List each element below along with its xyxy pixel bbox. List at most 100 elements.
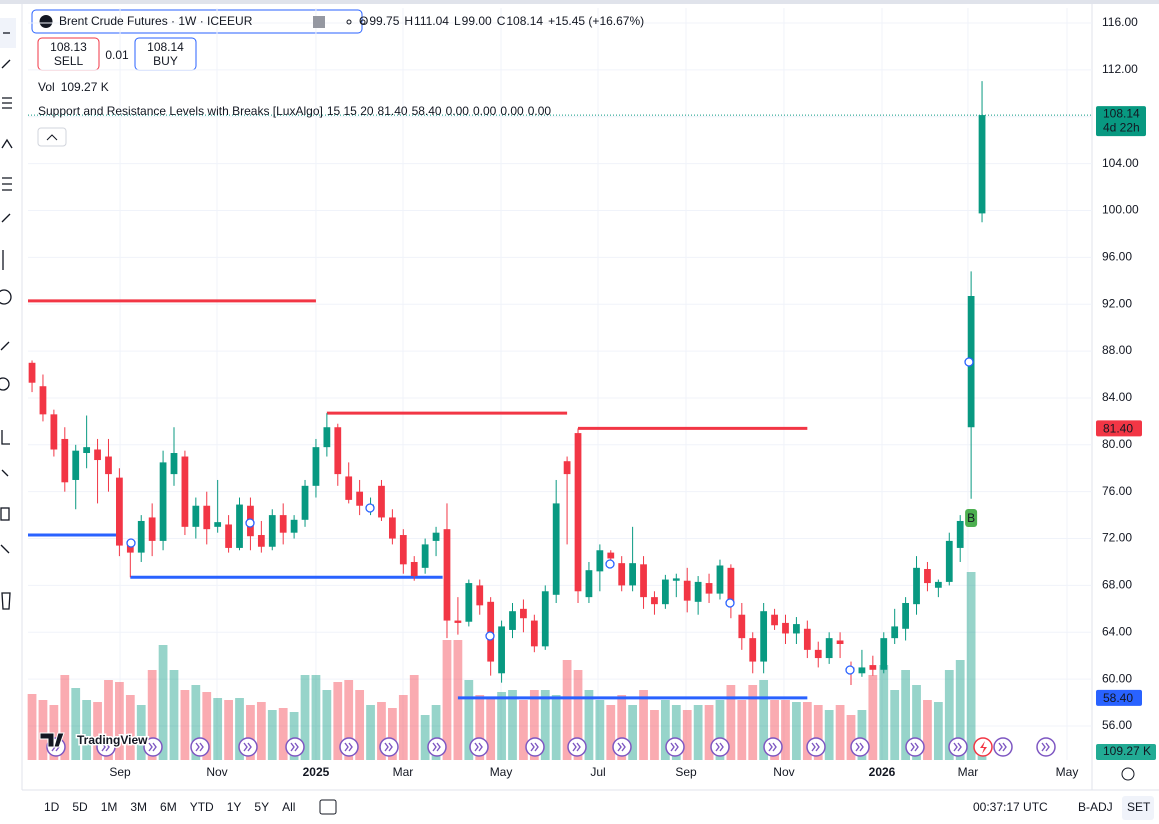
event-icon[interactable] [339,737,359,757]
event-icon[interactable] [238,737,258,757]
event-icon[interactable] [96,737,116,757]
collapse-button[interactable] [37,127,67,147]
indicator-value: 58.40 [412,104,442,118]
volume-bar [781,700,790,760]
indicator-value: 0.00 [446,104,470,118]
event-arrow [953,742,962,752]
candle-body [214,522,222,527]
event-arrow [474,742,483,752]
event-icon[interactable] [285,737,305,757]
candle-body [520,608,527,619]
tool-lock[interactable] [1,469,9,477]
event-icon[interactable] [993,737,1013,757]
x-tick-label: Nov [206,765,227,779]
volume-bar [573,670,583,760]
countdown-label: 4d 22h [1103,120,1140,134]
candle-body [268,515,276,547]
axis-settings[interactable] [1121,767,1135,781]
event-icon[interactable] [190,737,210,757]
symbol-box[interactable] [31,9,363,34]
candle-body [345,476,353,500]
candle-body [705,583,713,594]
volume-bar [453,640,463,760]
tool-magnet[interactable] [1,430,10,445]
volume-bar [617,695,627,760]
volume-bar [486,698,496,760]
event-icon[interactable] [525,737,545,757]
volume-bar [813,705,823,760]
candle-body [334,427,342,475]
tool-ruler[interactable] [0,341,10,351]
range-button[interactable]: 5D [72,800,88,814]
event-icon[interactable] [710,737,730,757]
buy-price: 108.14 [147,40,184,54]
tool-brush[interactable] [1,213,11,223]
event-icon[interactable] [469,737,489,757]
event-arrow [1041,742,1050,752]
candle-body [574,433,582,592]
range-button[interactable]: 1M [101,800,118,814]
break-marker [725,598,735,608]
event-icon[interactable] [1036,737,1056,757]
volume-bar [912,685,921,760]
range-button[interactable]: 1Y [227,800,242,814]
candle-body [236,504,243,548]
event-icon[interactable] [427,737,447,757]
range-button[interactable]: 1D [44,800,60,814]
event-icon[interactable] [948,737,968,757]
range-button[interactable]: 3M [130,800,147,814]
tool-fib[interactable] [2,97,12,109]
tool-visibility[interactable] [0,544,10,554]
range-button[interactable]: YTD [190,800,214,814]
candle-body [476,585,484,606]
event-icon[interactable] [665,737,685,757]
candle-body [672,578,680,581]
y-tick-label: 116.00 [1102,15,1138,29]
event-icon[interactable] [806,737,826,757]
clock: 00:37:17 UTC [973,800,1048,814]
event-arrow [768,742,777,752]
candle-body [694,581,702,602]
volume-bar [442,640,452,760]
settings-bg[interactable] [1122,796,1154,820]
candle-body [683,580,691,601]
y-tick-label: 112.00 [1102,62,1138,76]
event-icon[interactable] [850,737,870,757]
volume-bar [890,690,900,760]
tool-trend[interactable] [1,59,11,69]
tool-zoom[interactable] [0,377,10,391]
event-arrow [715,742,724,752]
event-icon[interactable] [905,737,925,757]
event-icon[interactable] [143,737,163,757]
candle-body [803,628,811,650]
volume-bar [60,675,70,760]
candle-body [443,529,451,621]
event-icon[interactable] [763,737,783,757]
tool-hide[interactable] [0,507,10,521]
event-icon[interactable] [379,737,399,757]
event-arrow [617,742,626,752]
volume-bar [398,695,408,760]
tool-emoji[interactable] [0,289,12,305]
event-icon[interactable] [567,737,587,757]
volume-bar [770,700,779,760]
event-arrow [572,742,581,752]
tool-forecast[interactable] [2,177,12,191]
volume-bar [388,708,397,760]
candle-body [94,449,101,461]
tool-pattern[interactable] [1,138,13,149]
settings-button[interactable]: SET [1127,800,1151,814]
break-marker [845,665,855,675]
volume-bar [944,670,954,760]
calendar-icon[interactable] [319,799,337,815]
event-icon[interactable] [612,737,632,757]
adjust-button[interactable]: B-ADJ [1078,800,1113,814]
volume-bar [246,705,255,760]
range-button[interactable]: All [282,800,295,814]
range-button[interactable]: 6M [160,800,177,814]
symbol-title[interactable]: Brent Crude Futures · 1W · ICEEUR [59,14,253,28]
range-button[interactable]: 5Y [254,800,269,814]
tool-delete[interactable] [1,592,11,610]
volume-bar [628,705,637,760]
event-arrow [101,742,110,752]
